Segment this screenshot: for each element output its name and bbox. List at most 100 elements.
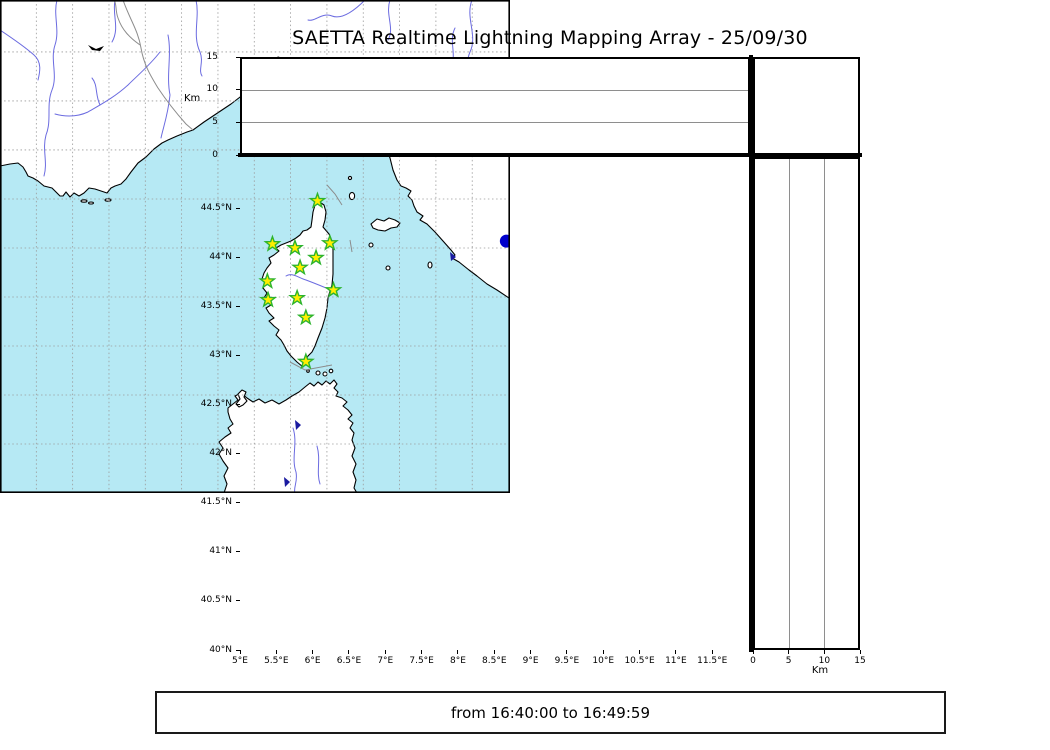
alpine-lake (88, 45, 104, 51)
alt-tick-label-right: 10 (818, 656, 831, 666)
station-marker (296, 352, 315, 370)
lon-tick-label: 11°E (665, 656, 687, 666)
right-panel-gridline (824, 159, 826, 648)
alt-tick-label-right: 15 (854, 656, 866, 666)
station-marker (258, 271, 277, 289)
lat-tick-label: 40°N (209, 644, 232, 655)
hyeres-islet-1 (80, 199, 88, 203)
alt-tick-label-top: 15 (206, 51, 218, 62)
lon-tick-mark (566, 650, 568, 654)
top-panel-gridline (242, 89, 748, 91)
lat-tick-mark (236, 257, 240, 259)
station-marker (307, 248, 326, 266)
lon-tick-label: 8.5°E (482, 656, 507, 666)
pianosa-island (368, 242, 374, 248)
lon-tick-mark (421, 650, 423, 654)
alt-tick-mark-right (823, 650, 825, 654)
elba-island (370, 217, 401, 232)
country-borders (113, 0, 353, 371)
lat-tick-mark (236, 502, 240, 504)
station-marker (324, 280, 343, 298)
map-frame (0, 0, 510, 493)
lon-tick-label: 7.5°E (409, 656, 434, 666)
station-marker (296, 308, 315, 326)
lat-tick-label: 42°N (209, 448, 232, 459)
alt-tick-label-top: 10 (206, 84, 218, 95)
sardinia-lake-2 (284, 477, 290, 487)
corsica-island (261, 200, 334, 368)
lon-tick-mark (457, 650, 459, 654)
lat-tick-label: 41°N (209, 546, 232, 557)
alt-tick-mark-right (752, 650, 754, 654)
lon-tick-label: 6°E (304, 656, 321, 666)
capraia-island (348, 191, 356, 201)
asinara-island (235, 389, 248, 408)
hyeres-islet-2 (87, 201, 95, 205)
alt-tick-mark-top (236, 89, 240, 91)
latitude-altitude-panel (753, 157, 860, 650)
lon-tick-label: 10.5°E (624, 656, 655, 666)
lon-tick-mark (711, 650, 713, 654)
alt-tick-label-right: 5 (785, 656, 792, 666)
lon-tick-label: 10°E (592, 656, 615, 666)
maddalena-islet-2 (322, 371, 328, 377)
lon-tick-mark (675, 650, 677, 654)
lat-tick-label: 43°N (209, 350, 232, 361)
lat-tick-label: 44.5°N (200, 203, 232, 214)
station-marker (259, 290, 278, 308)
lon-tick-mark (348, 650, 350, 654)
lat-tick-mark (236, 453, 240, 455)
lat-tick-label: 40.5°N (200, 595, 232, 606)
lightning-detections (499, 234, 510, 248)
right-panel-gridline (788, 159, 790, 648)
panel-separator-horizontal (238, 153, 862, 157)
lon-tick-mark (530, 650, 532, 654)
alt-tick-mark-top (236, 154, 240, 156)
station-marker (291, 258, 310, 276)
alt-tick-mark-top (236, 56, 240, 58)
time-range-label: from 16:40:00 to 16:49:59 (450, 703, 650, 722)
lat-tick-mark (236, 600, 240, 602)
lon-tick-label: 5.5°E (264, 656, 289, 666)
alt-tick-mark-right (788, 650, 790, 654)
alt-tick-label-top: 0 (212, 149, 218, 160)
maddalena-islet-1 (315, 370, 321, 376)
lakes (88, 45, 456, 487)
lon-tick-label: 8°E (449, 656, 466, 666)
lon-tick-label: 7°E (377, 656, 394, 666)
lon-tick-label: 9°E (522, 656, 539, 666)
lat-tick-mark (236, 208, 240, 210)
lat-tick-mark (236, 404, 240, 406)
lon-tick-mark (602, 650, 604, 654)
lat-tick-mark (236, 649, 240, 651)
alt-tick-label-right: 0 (750, 656, 756, 666)
lon-tick-mark (312, 650, 314, 654)
orbetello-lagoon (450, 252, 456, 261)
alt-tick-mark-top (236, 121, 240, 123)
lon-tick-label: 6.5°E (336, 656, 362, 666)
station-marker (285, 238, 304, 256)
figure-title: SAETTA Realtime Lightning Mapping Array … (292, 27, 808, 49)
time-range-box: from 16:40:00 to 16:49:59 (155, 691, 946, 734)
lon-tick-label: 5°E (232, 656, 248, 666)
station-marker (308, 191, 327, 209)
maddalena-islet-3 (328, 368, 334, 374)
top-panel-gridline (242, 122, 748, 124)
station-markers (258, 191, 343, 370)
alt-tick-label-top: 5 (212, 116, 218, 127)
station-marker (263, 234, 282, 252)
lon-tick-mark (275, 650, 277, 654)
lon-tick-mark (639, 650, 641, 654)
lat-tick-label: 43.5°N (200, 301, 232, 312)
montecristo-island (385, 265, 391, 271)
lat-tick-label: 42.5°N (200, 399, 232, 410)
sardinia-lake-1 (295, 420, 301, 430)
lat-tick-label: 44°N (209, 252, 232, 263)
lon-tick-label: 9.5°E (554, 656, 580, 666)
gorgona-island (347, 175, 353, 181)
lon-tick-mark (384, 650, 386, 654)
lat-tick-mark (236, 306, 240, 308)
sardinia-island (218, 379, 358, 493)
lat-tick-mark (236, 551, 240, 553)
